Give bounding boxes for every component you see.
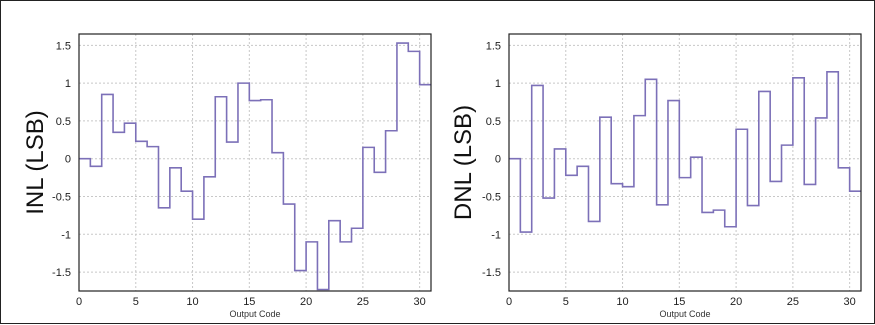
panel-1-xtick-label: 15: [243, 296, 255, 308]
panel-2-xtick-label: 20: [730, 296, 742, 308]
panel-1-ytick-label: -0.5: [52, 192, 71, 204]
panel-2-ylabel: DNL (LSB): [450, 105, 477, 220]
panel-2-xlabel: Output Code: [659, 309, 710, 319]
panel-1-ytick-label: -1: [61, 229, 71, 241]
panel-1-series-line: [79, 42, 431, 291]
panel-2-ytick-label: 0.5: [486, 116, 501, 128]
panel-2-ytick-label: -1: [491, 229, 501, 241]
panel-2-ytick-label: -0.5: [482, 192, 501, 204]
panel-1-ytick-label: 0: [65, 154, 71, 166]
panel-1-ytick-label: 1: [65, 78, 71, 90]
panel-2-plot-frame: [508, 33, 862, 292]
panel-2-ytick-label: 1.5: [486, 40, 501, 52]
panel-1-ytick-label: -1.5: [52, 267, 71, 279]
panel-2-xtick-label: 25: [787, 296, 799, 308]
panel-1-xtick-label: 25: [357, 296, 369, 308]
panel-1-xtick-label: 30: [414, 296, 426, 308]
panel-1-xtick-label: 20: [300, 296, 312, 308]
panel-1-xtick-label: 0: [76, 296, 82, 308]
panel-2-xtick-label: 30: [844, 296, 856, 308]
panel-2-ytick-label: 1: [495, 78, 501, 90]
panel-1-ytick-label: 1.5: [56, 40, 71, 52]
panel-2-xtick-label: 5: [563, 296, 569, 308]
panel-2-xtick-label: 10: [616, 296, 628, 308]
panel-1-plot-frame: [78, 33, 432, 292]
panel-1-xlabel: Output Code: [229, 309, 280, 319]
panel-2-xtick-label: 0: [506, 296, 512, 308]
panel-1-ylabel: INL (LSB): [22, 110, 49, 214]
panel-2-series-line: [509, 70, 861, 233]
panel-2-ytick-label: 0: [495, 154, 501, 166]
panel-1-ytick-label: 0.5: [56, 116, 71, 128]
panel-1-xtick-label: 5: [133, 296, 139, 308]
panel-2-ytick-label: -1.5: [482, 267, 501, 279]
panel-2-xtick-label: 15: [673, 296, 685, 308]
panel-1-xtick-label: 10: [186, 296, 198, 308]
